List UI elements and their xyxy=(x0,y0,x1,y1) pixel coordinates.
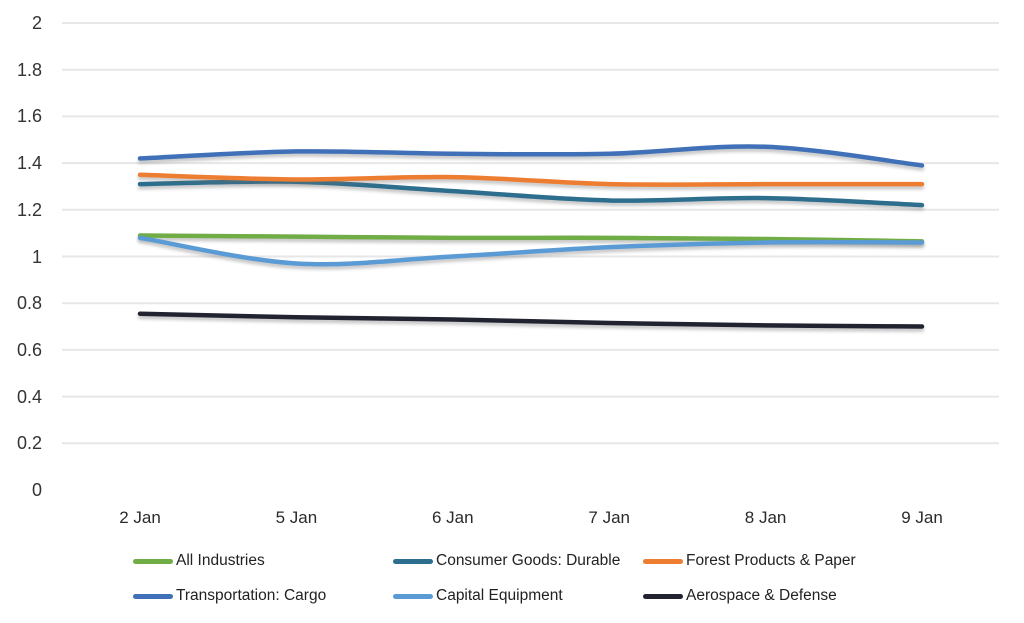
legend-swatch xyxy=(643,558,683,564)
legend-swatch xyxy=(393,593,433,599)
legend-label: Transportation: Cargo xyxy=(176,587,327,604)
legend-swatch xyxy=(393,558,433,564)
legend-label: All Industries xyxy=(176,552,265,569)
legend-item: Aerospace & Defense xyxy=(643,584,837,608)
x-axis-tick-label: 9 Jan xyxy=(901,508,943,527)
y-axis-tick-label: 2 xyxy=(31,13,42,33)
legend-swatch xyxy=(133,558,173,564)
legend-item: All Industries xyxy=(133,549,265,573)
series-line-aerospace-defense xyxy=(137,311,925,329)
y-axis-tick-label: 0.8 xyxy=(16,293,42,314)
series-line-consumer-goods-durable xyxy=(137,179,925,208)
series-line-transportation-cargo xyxy=(137,144,925,168)
legend-swatch xyxy=(643,593,683,599)
x-axis-tick-label: 7 Jan xyxy=(588,508,630,527)
y-axis-tick-label: 1.6 xyxy=(16,106,42,127)
y-axis-tick-label: 0 xyxy=(31,480,42,500)
legend-label: Capital Equipment xyxy=(436,587,563,604)
x-axis-tick-label: 6 Jan xyxy=(432,508,474,527)
legend-label: Consumer Goods: Durable xyxy=(436,552,621,569)
legend-item: Forest Products & Paper xyxy=(643,549,856,573)
y-axis-tick-label: 1.8 xyxy=(16,59,42,80)
y-axis-tick-label: 0.4 xyxy=(16,386,42,407)
legend-swatch xyxy=(133,593,173,599)
legend-item: Capital Equipment xyxy=(393,584,563,608)
legend-label: Aerospace & Defense xyxy=(686,587,837,604)
legend-label: Forest Products & Paper xyxy=(686,552,856,569)
series-line-forest-products-paper xyxy=(137,172,925,187)
y-axis-tick-label: 1.2 xyxy=(16,199,42,220)
series-line-all-industries xyxy=(137,233,925,244)
legend-item: Transportation: Cargo xyxy=(133,584,326,608)
y-axis-tick-label: 0.6 xyxy=(16,339,42,360)
y-axis-tick-label: 1 xyxy=(31,246,42,267)
x-axis-tick-label: 5 Jan xyxy=(275,508,318,527)
y-axis-tick-label: 0.2 xyxy=(16,433,42,454)
x-axis-tick-label: 8 Jan xyxy=(744,508,787,527)
legend-item: Consumer Goods: Durable xyxy=(393,549,620,573)
y-axis-tick-label: 1.4 xyxy=(16,153,42,174)
series-line-capital-equipment xyxy=(137,235,925,267)
x-axis-tick-label: 2 Jan xyxy=(119,508,161,527)
